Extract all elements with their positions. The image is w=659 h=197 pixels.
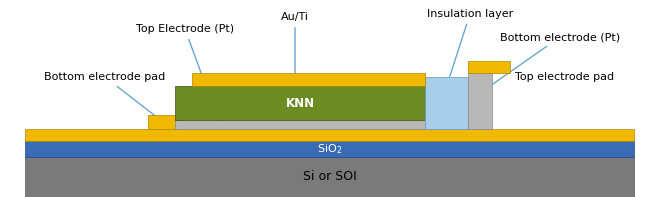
Text: Top electrode pad: Top electrode pad xyxy=(492,67,615,82)
Bar xyxy=(25,157,634,197)
Bar xyxy=(25,141,634,157)
Bar xyxy=(192,73,425,86)
Text: Au/Ti: Au/Ti xyxy=(281,12,309,77)
Bar xyxy=(175,86,425,120)
Bar xyxy=(425,77,468,129)
Text: Insulation layer: Insulation layer xyxy=(427,9,513,82)
Bar xyxy=(175,120,490,129)
Bar xyxy=(468,61,510,73)
Text: KNN: KNN xyxy=(285,97,314,110)
Text: Bottom electrode pad: Bottom electrode pad xyxy=(44,72,165,120)
Bar xyxy=(468,73,492,129)
Text: Top Electrode (Pt): Top Electrode (Pt) xyxy=(136,24,234,122)
Text: Si or SOI: Si or SOI xyxy=(302,170,357,183)
Text: Bottom electrode (Pt): Bottom electrode (Pt) xyxy=(482,32,620,91)
Bar xyxy=(148,115,180,129)
Bar xyxy=(25,129,634,141)
Text: SiO$_2$: SiO$_2$ xyxy=(317,142,342,156)
